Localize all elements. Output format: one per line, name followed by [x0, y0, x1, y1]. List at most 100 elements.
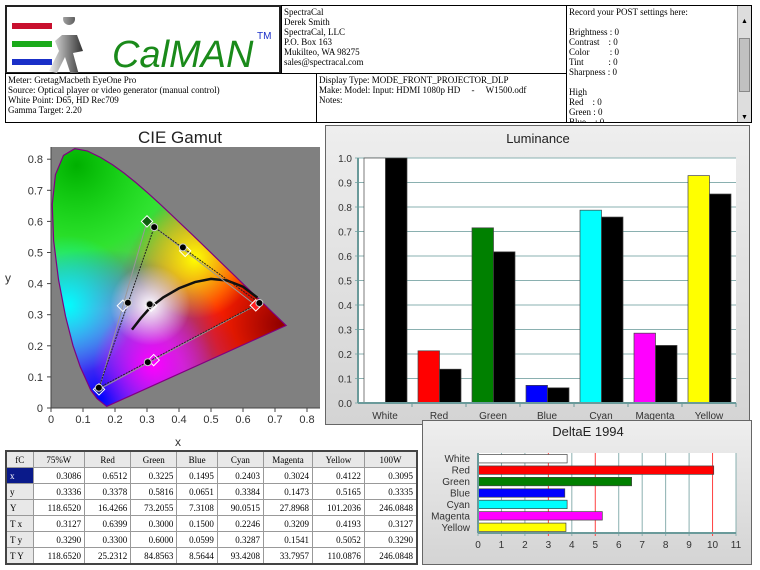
x-tick-label: 7 [639, 540, 645, 551]
scrollbar[interactable]: ▲ ▼ [737, 6, 751, 122]
table-cell[interactable]: 0.3209 [262, 515, 314, 532]
table-cell[interactable]: 0.3287 [216, 531, 264, 548]
info-line: Sharpness : 0 [569, 67, 617, 77]
table-cell[interactable]: 0.3225 [130, 467, 178, 484]
table-cell[interactable]: 0.5165 [312, 483, 365, 500]
table-cell[interactable]: 0.6512 [84, 467, 132, 484]
scroll-up-icon[interactable]: ▲ [741, 17, 748, 25]
table-cell[interactable]: 7.3108 [176, 499, 218, 516]
table-cell[interactable]: 0.4122 [312, 467, 365, 484]
table-cell[interactable]: 0.3378 [84, 483, 132, 500]
table-cell[interactable]: 0.5816 [130, 483, 178, 500]
table-cell[interactable]: 246.0848 [363, 499, 418, 516]
table-cell[interactable]: 0.3000 [130, 515, 178, 532]
row-label[interactable]: T y [5, 531, 34, 548]
table-cell[interactable]: 101.2036 [312, 499, 365, 516]
table-cell[interactable]: 0.3336 [32, 483, 86, 500]
table-cell[interactable]: 0.3290 [32, 531, 86, 548]
deltae-bar-red [477, 465, 715, 475]
table-cell[interactable]: 0.2246 [216, 515, 264, 532]
logo-text: CalMAN [112, 34, 254, 76]
table-cell[interactable]: 93.4208 [216, 547, 264, 565]
table-cell[interactable]: 118.6520 [32, 547, 86, 565]
info-line: sales@spectracal.com [284, 57, 364, 67]
table-cell[interactable]: 0.3024 [262, 467, 314, 484]
table-cell[interactable]: 0.5052 [312, 531, 365, 548]
address-box: SpectraCal Derek Smith SpectraCal, LLC P.O.… [281, 5, 567, 74]
table-cell[interactable]: 0.1473 [262, 483, 314, 500]
deltae-bar-white [477, 454, 568, 464]
scroll-thumb[interactable] [739, 38, 750, 92]
table-cell[interactable]: 110.0876 [312, 547, 365, 565]
x-tick-label: Cyan [589, 411, 612, 422]
table-cell[interactable]: 0.4193 [312, 515, 365, 532]
table-cell[interactable]: 75%W [32, 450, 86, 468]
y-axis-label: y [5, 271, 11, 285]
info-line: Blue : 0 [569, 117, 605, 123]
table-cell[interactable]: 8.5644 [176, 547, 218, 565]
x-tick-label: 0.5 [203, 414, 218, 426]
x-tick-label: 8 [663, 540, 669, 551]
table-cell[interactable]: 0.6399 [84, 515, 132, 532]
table-cell[interactable]: 246.0848 [363, 547, 418, 565]
table-cell[interactable]: 0.6000 [130, 531, 178, 548]
chart-title: CIE Gamut [138, 128, 222, 147]
table-cell[interactable]: Blue [176, 450, 218, 468]
table-cell[interactable]: 0.1500 [176, 515, 218, 532]
table-cell[interactable]: 0.1495 [176, 467, 218, 484]
table-cell[interactable]: 0.3127 [363, 515, 418, 532]
table-cell[interactable]: 0.1541 [262, 531, 314, 548]
table-cell[interactable]: Yellow [312, 450, 365, 468]
scroll-down-icon[interactable]: ▼ [741, 113, 748, 121]
row-label[interactable]: T Y [5, 547, 34, 565]
luminance-bar-green-measured [493, 251, 516, 404]
table-cell[interactable]: 84.8563 [130, 547, 178, 565]
table-cell[interactable]: 25.2312 [84, 547, 132, 565]
measured-point-yellow [178, 243, 187, 252]
post-settings-textarea[interactable]: Record your POST settings here: Brightnes… [566, 5, 752, 123]
table-cell[interactable]: 0.3290 [363, 531, 418, 548]
y-tick-label: White [444, 454, 470, 465]
table-cell[interactable]: 33.7957 [262, 547, 314, 565]
luminance-bar-blue-measured [547, 387, 570, 404]
table-cell[interactable]: 0.3384 [216, 483, 264, 500]
table-cell[interactable]: 90.0515 [216, 499, 264, 516]
luminance-bar-blue-target [525, 385, 548, 404]
table-cell[interactable]: 0.3086 [32, 467, 86, 484]
target-point-green [140, 215, 154, 228]
meter-info: Meter: GretagMacbeth EyeOne Pro Source: O… [5, 73, 317, 123]
table-cell[interactable]: 16.4266 [84, 499, 132, 516]
table-cell[interactable]: Cyan [216, 450, 264, 468]
table-cell[interactable]: 118.6520 [32, 499, 86, 516]
x-tick-label: White [372, 411, 398, 422]
table-cell[interactable]: 0.0599 [176, 531, 218, 548]
table-cell[interactable]: Magenta [262, 450, 314, 468]
y-tick-label: Magenta [431, 511, 470, 522]
row-label[interactable]: T x [5, 515, 34, 532]
info-line: P.O. Box 163 [284, 37, 333, 47]
row-label[interactable]: x [5, 467, 34, 484]
table-cell[interactable]: 0.0651 [176, 483, 218, 500]
row-label[interactable]: fC [5, 450, 34, 468]
table-cell[interactable]: Green [130, 450, 178, 468]
table-cell[interactable]: 27.8968 [262, 499, 314, 516]
table-cell[interactable]: 0.3095 [363, 467, 418, 484]
table-cell[interactable]: 73.2055 [130, 499, 178, 516]
info-line: Gamma Target: 2.20 [8, 105, 82, 115]
table-cell[interactable]: 0.2403 [216, 467, 264, 484]
measurement-table: fC 75%W Red Green Blue Cyan Magenta Yellow 100W x… [5, 450, 418, 565]
table-cell[interactable]: 0.3335 [363, 483, 418, 500]
x-tick-label: 4 [569, 540, 575, 551]
row-label[interactable]: Y [5, 499, 34, 516]
info-line: White Point: D65, HD Rec709 [8, 95, 119, 105]
x-tick-label: 0 [48, 414, 54, 426]
table-cell[interactable]: Red [84, 450, 132, 468]
row-label[interactable]: y [5, 483, 34, 500]
y-tick-label: 0.4 [28, 279, 43, 291]
info-line [569, 17, 735, 27]
table-cell[interactable]: 0.3300 [84, 531, 132, 548]
deltae-chart: DeltaE 1994 0 1 2 3 4 5 6 7 8 9 10 11 WhiteRedGreenBl… [431, 424, 742, 551]
table-cell[interactable]: 100W [363, 450, 418, 468]
table-cell[interactable]: 0.3127 [32, 515, 86, 532]
y-tick-label: 0.5 [338, 277, 352, 288]
